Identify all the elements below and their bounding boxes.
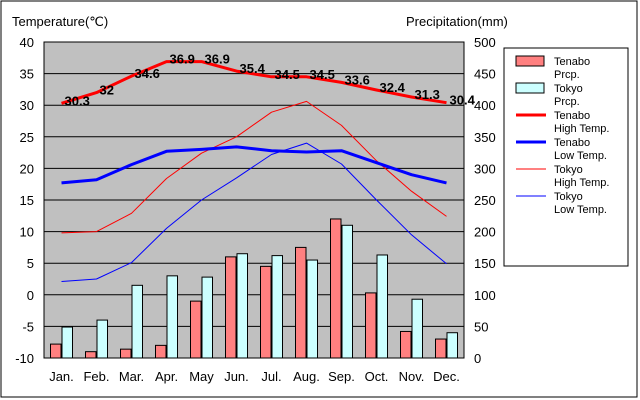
bar-tokyo-prcp- <box>61 326 73 359</box>
x-tick: Jun. <box>224 369 249 384</box>
bar-tokyo-prcp- <box>236 253 248 359</box>
x-tick: Sep. <box>328 369 355 384</box>
bar-tokyo-prcp- <box>271 255 283 359</box>
data-label: 35.4 <box>240 61 266 76</box>
legend-label: Prcp. <box>554 69 580 81</box>
y-tick-left: 10 <box>20 225 34 240</box>
data-label: 31.3 <box>415 87 440 102</box>
bar-tokyo-prcp- <box>446 332 458 359</box>
data-label: 34.5 <box>310 67 335 82</box>
data-label: 30.4 <box>450 93 476 108</box>
y-tick-right: 350 <box>474 130 496 145</box>
bar-tenabo-prcp- <box>120 348 132 359</box>
bar-tokyo-prcp- <box>306 259 318 359</box>
legend-swatch <box>515 82 545 94</box>
y-tick-right: 0 <box>474 351 481 366</box>
x-tick: Oct. <box>365 369 389 384</box>
left-axis-ticks: 40 35 30 25 20 15 10 5 0 -5 -10 <box>15 35 34 366</box>
legend-label: High Temp. <box>554 177 609 189</box>
legend-label: Prcp. <box>554 96 580 108</box>
legend-label: Tenabo <box>554 56 590 68</box>
data-label: 33.6 <box>345 72 370 87</box>
x-tick: Nov. <box>399 369 425 384</box>
y-tick-left: -5 <box>22 319 34 334</box>
legend-label: Tokyo <box>554 83 583 95</box>
y-tick-left: 15 <box>20 193 34 208</box>
data-label: 36.9 <box>170 52 195 67</box>
y-tick-right: 200 <box>474 225 496 240</box>
bar-tenabo-prcp- <box>435 338 447 359</box>
y-tick-left: 0 <box>27 288 34 303</box>
bar-tenabo-prcp- <box>190 300 202 359</box>
data-label: 34.6 <box>135 66 160 81</box>
precipitation-bars <box>50 218 458 359</box>
y-tick-right: 150 <box>474 256 496 271</box>
legend-label: Tenabo <box>554 110 590 122</box>
y-tick-left: -10 <box>15 351 34 366</box>
x-tick: Aug. <box>293 369 320 384</box>
legend-label: Tokyo <box>554 191 583 203</box>
y-tick-right: 300 <box>474 161 496 176</box>
x-tick: May <box>189 369 214 384</box>
legend-label: Tokyo <box>554 164 583 176</box>
y-tick-right: 250 <box>474 193 496 208</box>
y-tick-left: 40 <box>20 35 34 50</box>
bar-tokyo-prcp- <box>376 254 388 359</box>
x-tick: Jan. <box>49 369 74 384</box>
legend-label: High Temp. <box>554 123 609 135</box>
bar-tenabo-prcp- <box>50 343 62 359</box>
data-label: 36.9 <box>205 52 230 67</box>
y-tick-right: 100 <box>474 288 496 303</box>
bar-tenabo-prcp- <box>225 256 237 359</box>
temperature-lines <box>61 60 447 282</box>
bar-tenabo-prcp- <box>85 351 97 359</box>
right-axis-title: Precipitation(mm) <box>406 14 508 29</box>
bar-tokyo-prcp- <box>201 276 213 359</box>
x-tick: Jul. <box>261 369 281 384</box>
legend-label: Tenabo <box>554 137 590 149</box>
y-tick-left: 30 <box>20 98 34 113</box>
bar-tenabo-prcp- <box>260 265 272 359</box>
y-tick-right: 400 <box>474 98 496 113</box>
y-tick-right: 500 <box>474 35 496 50</box>
x-tick: Feb. <box>83 369 109 384</box>
left-axis-title: Temperature(℃) <box>12 14 108 29</box>
data-label: 32.4 <box>380 80 406 95</box>
y-tick-left: 35 <box>20 67 34 82</box>
line-tenabo-low-temp- <box>61 145 447 185</box>
line-tenabo-high-temp- <box>61 60 447 105</box>
legend-label: Low Temp. <box>554 150 607 162</box>
y-tick-right: 450 <box>474 67 496 82</box>
y-tick-left: 20 <box>20 161 34 176</box>
bar-tokyo-prcp- <box>131 284 143 359</box>
bar-tenabo-prcp- <box>330 218 342 359</box>
legend-swatch <box>515 55 545 67</box>
bar-tenabo-prcp- <box>295 246 307 359</box>
data-label: 34.5 <box>275 67 300 82</box>
x-axis-ticks: Jan. Feb. Mar. Apr. May Jun. Jul. Aug. Sep. Oct. N… <box>49 369 460 384</box>
bar-tokyo-prcp- <box>341 224 353 359</box>
bar-tokyo-prcp- <box>166 275 178 359</box>
x-tick: Mar. <box>119 369 144 384</box>
x-tick: Apr. <box>155 369 178 384</box>
bar-tokyo-prcp- <box>411 298 423 359</box>
x-tick: Dec. <box>433 369 460 384</box>
y-tick-left: 25 <box>20 130 34 145</box>
y-tick-right: 50 <box>474 319 488 334</box>
data-labels: 30.3 32 34.6 36.9 36.9 35.4 34.5 34.5 33.6 32.4 31… <box>65 52 476 109</box>
bar-tenabo-prcp- <box>155 344 167 359</box>
data-label: 32 <box>100 83 114 98</box>
data-label: 30.3 <box>65 93 90 108</box>
bar-tenabo-prcp- <box>400 330 412 359</box>
bar-tokyo-prcp- <box>96 319 108 359</box>
y-tick-left: 5 <box>27 256 34 271</box>
line-tokyo-low-temp- <box>61 142 447 282</box>
legend-label: Low Temp. <box>554 204 607 216</box>
bar-tenabo-prcp- <box>365 292 377 359</box>
